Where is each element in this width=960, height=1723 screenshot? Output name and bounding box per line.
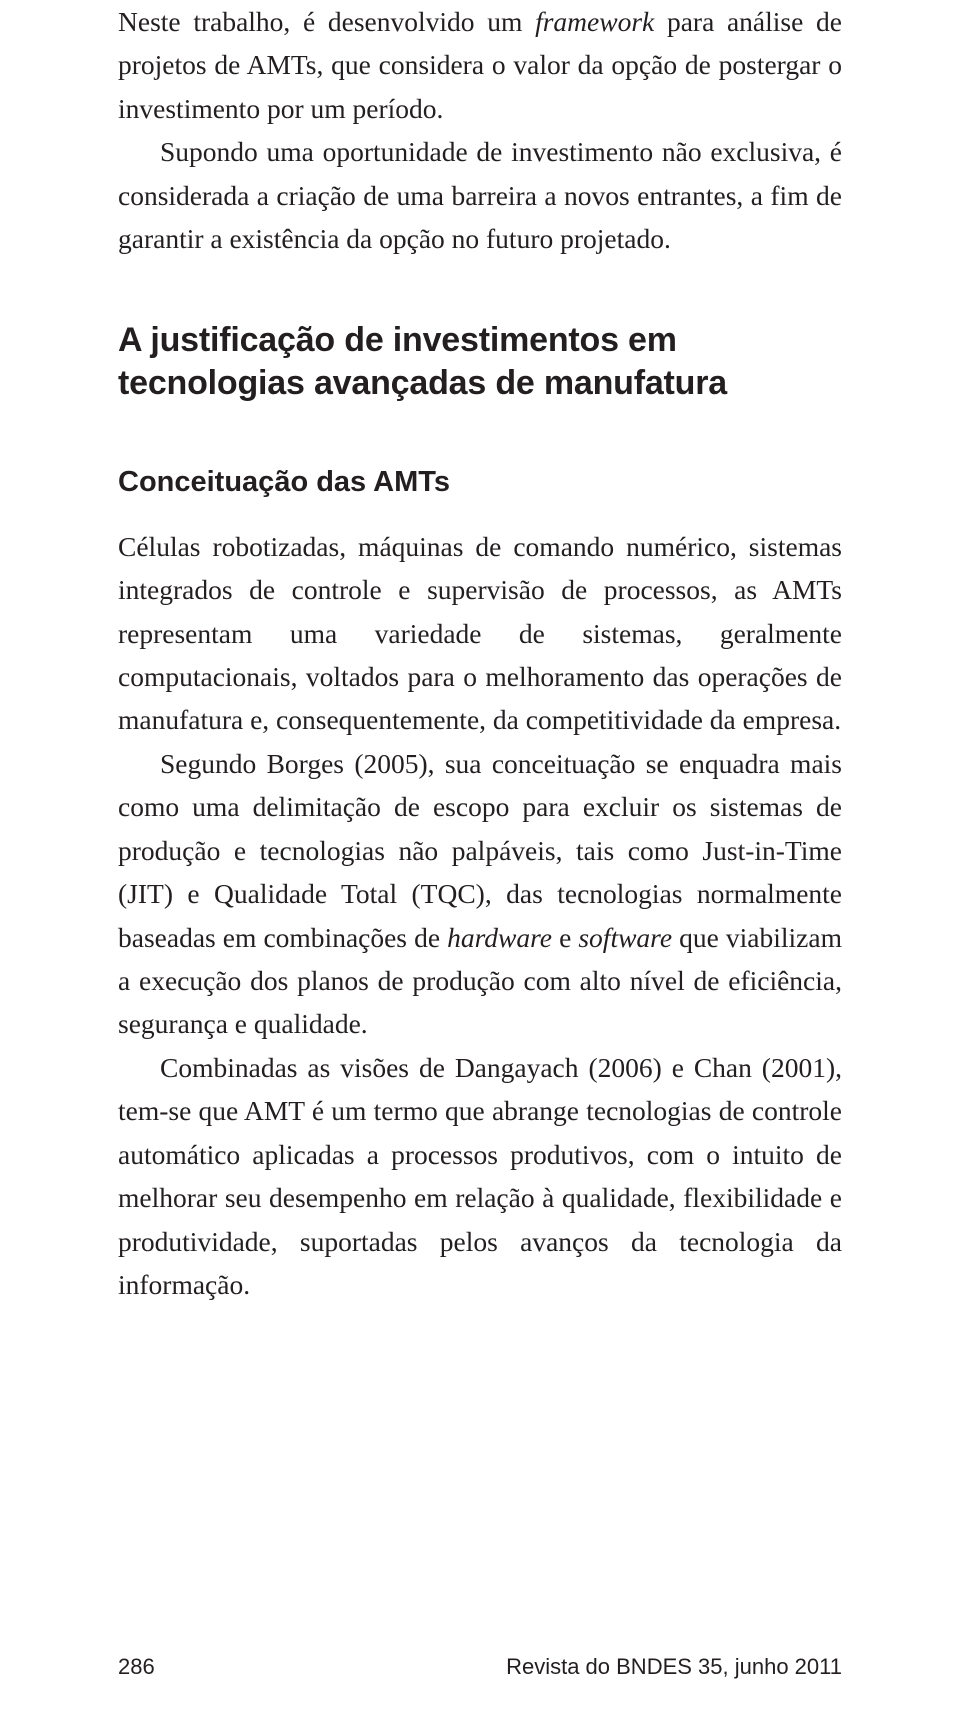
intro-p1-pre: Neste trabalho, é desenvolvido um (118, 6, 535, 37)
body-p2-mid: e (552, 922, 578, 953)
body-p2-italic-software: software (578, 922, 672, 953)
intro-p1-italic: framework (535, 6, 654, 37)
footer-source: Revista do BNDES 35, junho 2011 (506, 1654, 842, 1680)
body-p2-italic-hardware: hardware (447, 922, 552, 953)
page-footer: 286 Revista do BNDES 35, junho 2011 (118, 1654, 842, 1680)
section-heading: A justificação de investimentos em tecno… (118, 319, 842, 406)
body-paragraph-1: Células robotizadas, máquinas de comando… (118, 525, 842, 742)
subsection-heading: Conceituação das AMTs (118, 466, 842, 499)
intro-paragraph-2: Supondo uma oportunidade de investimento… (118, 130, 842, 260)
intro-paragraph-1: Neste trabalho, é desenvolvido um framew… (118, 0, 842, 130)
body-paragraph-3: Combinadas as visões de Dangayach (2006)… (118, 1046, 842, 1307)
body-paragraph-2: Segundo Borges (2005), sua conceituação … (118, 742, 842, 1046)
page-number: 286 (118, 1654, 155, 1680)
page: Neste trabalho, é desenvolvido um framew… (0, 0, 960, 1723)
